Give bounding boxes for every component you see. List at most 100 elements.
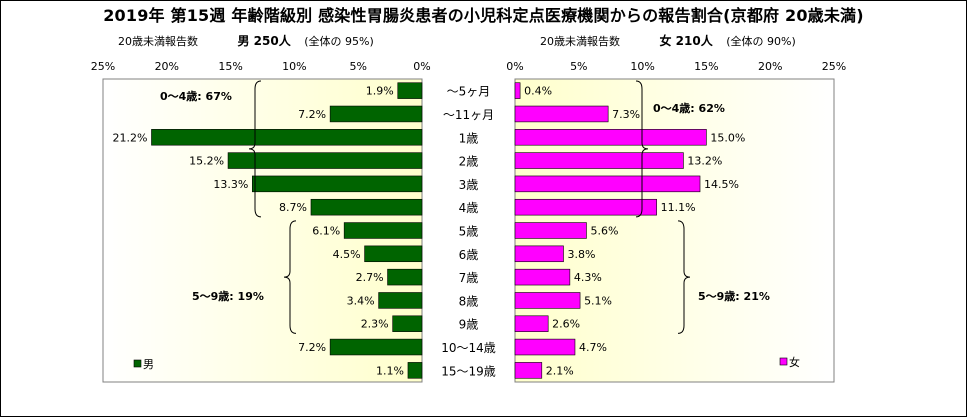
male-data-label: 15.2% — [189, 155, 224, 168]
female-data-label: 14.5% — [704, 178, 739, 191]
female-data-label: 15.0% — [710, 131, 745, 144]
female-bar — [514, 82, 521, 99]
female-header: 20歳未満報告数 女 210人 (全体の 90%) — [540, 32, 796, 49]
male-header: 20歳未満報告数 男 250人 (全体の 95%) — [118, 32, 374, 49]
female-bar — [514, 152, 684, 169]
male-ratio: (全体の 95%) — [304, 35, 374, 48]
male-legend-label: 男 — [143, 358, 154, 371]
female-0-4-brace — [635, 80, 649, 218]
male-data-label: 6.1% — [312, 225, 340, 238]
age-category-label: 〜5ヶ月 — [447, 85, 491, 99]
female-bar — [514, 198, 657, 216]
female-caption: 20歳未満報告数 — [540, 35, 620, 48]
female-bar — [514, 362, 543, 379]
age-category-label: 6歳 — [459, 248, 479, 262]
male-data-label: 1.1% — [376, 364, 404, 377]
female-bar — [514, 268, 571, 286]
female-bar — [514, 175, 701, 193]
male-bar — [227, 152, 423, 169]
female-data-label: 11.1% — [661, 201, 696, 214]
male-data-label: 7.2% — [298, 341, 326, 354]
female-x-tick-label: 5% — [570, 60, 587, 73]
male-bar — [397, 82, 423, 99]
male-x-tick-label: 10% — [282, 60, 306, 73]
male-x-tick-label: 15% — [218, 60, 242, 73]
female-data-label: 2.6% — [552, 318, 580, 331]
male-data-label: 3.4% — [347, 294, 375, 307]
female-x-tick-label: 15% — [694, 60, 718, 73]
male-bar — [364, 245, 423, 263]
male-bar — [329, 105, 423, 123]
female-5-9-annotation: 5〜9歳: 21% — [698, 289, 770, 303]
male-bar — [251, 175, 423, 193]
female-legend-label: 女 — [789, 355, 800, 369]
male-data-label: 2.7% — [356, 271, 384, 284]
male-data-label: 2.3% — [361, 318, 389, 331]
female-data-label: 5.6% — [590, 225, 618, 238]
age-category-label: 3歳 — [459, 178, 479, 192]
male-bar — [329, 338, 423, 356]
female-bar — [514, 292, 581, 309]
male-data-label: 7.2% — [298, 108, 326, 121]
female-data-label: 4.3% — [574, 271, 602, 284]
female-x-tick-label: 10% — [630, 60, 654, 73]
female-data-label: 0.4% — [524, 85, 552, 98]
age-category-label: 9歳 — [459, 318, 479, 332]
female-x-tick-label: 0% — [506, 60, 523, 73]
male-bar — [407, 362, 423, 379]
female-data-label: 5.1% — [584, 294, 612, 307]
male-x-tick-label: 20% — [155, 60, 179, 73]
male-bar — [378, 292, 423, 309]
male-bar — [387, 268, 423, 286]
male-x-tick-label: 5% — [349, 60, 366, 73]
female-data-label: 3.8% — [567, 248, 595, 261]
female-bar — [514, 338, 576, 356]
male-data-label: 8.7% — [279, 201, 307, 214]
age-category-label: 15〜19歳 — [441, 364, 496, 378]
female-data-label: 4.7% — [579, 341, 607, 354]
male-bar — [310, 198, 423, 216]
male-data-label: 21.2% — [113, 131, 148, 144]
female-bar — [514, 129, 707, 146]
female-5-9-brace — [677, 220, 691, 334]
male-data-label: 1.9% — [366, 85, 394, 98]
male-x-tick-label: 0% — [413, 60, 430, 73]
male-5-9-brace — [283, 220, 297, 334]
female-legend-swatch — [779, 357, 788, 366]
male-caption: 20歳未満報告数 — [118, 35, 198, 48]
female-x-tick-label: 20% — [758, 60, 782, 73]
male-data-label: 4.5% — [333, 248, 361, 261]
female-bar — [514, 105, 609, 123]
female-x-tick-label: 25% — [822, 60, 846, 73]
age-category-label: 8歳 — [459, 294, 479, 308]
age-category-label: 4歳 — [459, 201, 479, 215]
age-category-label: 5歳 — [459, 225, 479, 239]
male-bar — [392, 315, 423, 332]
female-data-label: 2.1% — [546, 364, 574, 377]
female-data-label: 7.3% — [612, 108, 640, 121]
male-0-4-brace — [248, 80, 262, 218]
age-category-label: 10〜14歳 — [441, 341, 496, 355]
female-data-label: 13.2% — [687, 155, 722, 168]
male-x-tick-label: 25% — [91, 60, 115, 73]
male-count-label: 男 250人 — [237, 34, 291, 48]
male-bar — [151, 129, 423, 146]
female-bar — [514, 245, 564, 263]
chart-title: 2019年 第15週 年齢階級別 感染性胃腸炎患者の小児科定点医療機関からの報告… — [103, 6, 864, 25]
female-0-4-annotation: 0〜4歳: 62% — [653, 101, 725, 115]
age-category-label: 〜11ヶ月 — [443, 108, 494, 122]
male-legend-swatch — [133, 359, 142, 368]
male-0-4-annotation: 0〜4歳: 67% — [160, 89, 232, 103]
female-ratio: (全体の 90%) — [726, 35, 796, 48]
female-bar — [514, 315, 549, 332]
male-data-label: 13.3% — [213, 178, 248, 191]
age-category-label: 1歳 — [459, 131, 479, 145]
female-count-label: 女 210人 — [659, 34, 713, 48]
age-category-label: 2歳 — [459, 155, 479, 169]
female-bar — [514, 222, 587, 239]
age-category-label: 7歳 — [459, 271, 479, 285]
male-bar — [343, 222, 423, 239]
male-5-9-annotation: 5〜9歳: 19% — [192, 289, 264, 303]
